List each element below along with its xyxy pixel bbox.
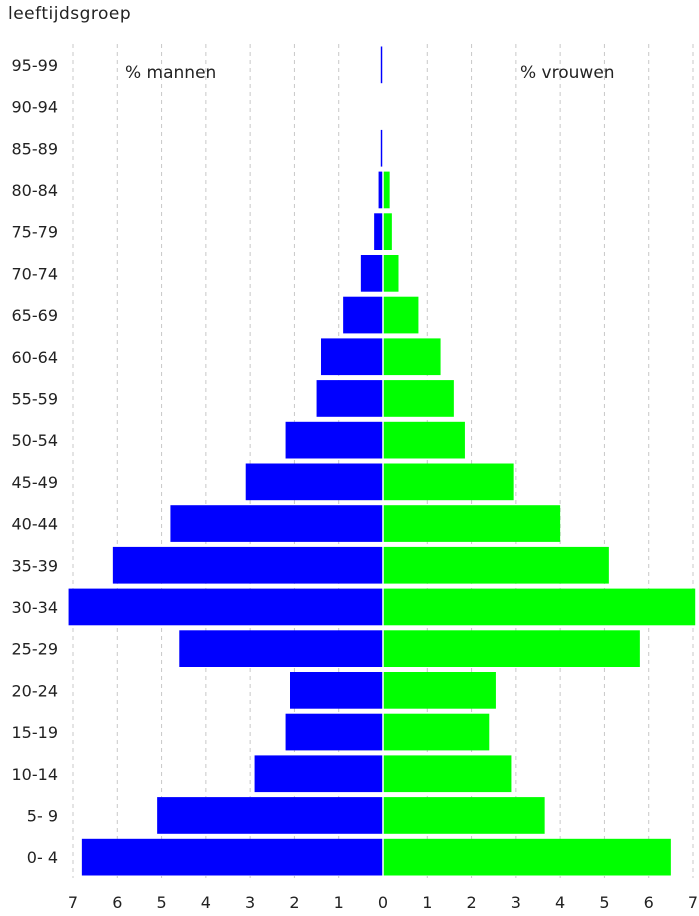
bar-mannen-3 [378,171,383,209]
y-tick-label: 95-99 [12,56,59,75]
y-tick-label: 30-34 [12,598,59,617]
x-tick-label: 5 [156,893,166,912]
x-tick-label: 5 [599,893,609,912]
chart-title: leeftijdsgroep [8,4,132,24]
bar-mannen-4 [374,213,383,250]
bar-vrouwen-18 [383,797,545,834]
bar-vrouwen-19 [383,838,671,876]
bar-vrouwen-14 [383,630,640,667]
bar-vrouwen-4 [383,213,392,250]
y-tick-label: 45-49 [12,473,59,492]
bar-mannen-10 [245,463,383,501]
y-axis-labels: 95-99 90-94 85-89 80-84 75-79 70-74 65-69 60-64… [12,56,59,867]
x-tick-label: 2 [466,893,476,912]
x-tick-label: 6 [112,893,122,912]
bar-mannen-11 [170,505,383,542]
y-tick-label: 40-44 [12,515,59,534]
x-tick-label: 7 [68,893,78,912]
bar-vrouwen-16 [383,713,490,751]
y-tick-label: 10-14 [12,765,59,784]
x-axis-labels: 7 6 5 4 3 2 1 0 1 2 3 4 5 6 7 [68,893,698,912]
x-tick-label: 7 [688,893,698,912]
bar-mannen-16 [285,713,383,751]
bar-vrouwen-15 [383,672,496,709]
bar-mannen-9 [285,421,383,459]
y-tick-label: 85-89 [12,139,59,158]
x-tick-label: 6 [644,893,654,912]
y-tick-label: 25-29 [12,640,59,659]
bars-group [68,44,696,878]
x-tick-label: 4 [201,893,211,912]
y-tick-label: 70-74 [12,264,59,283]
y-tick-label: 55-59 [12,389,59,408]
y-tick-label: 65-69 [12,306,59,325]
bar-vrouwen-11 [383,505,561,542]
bar-mannen-5 [360,255,383,292]
y-tick-label: 75-79 [12,223,59,242]
y-tick-label: 0- 4 [27,848,58,867]
x-tick-label: 2 [289,893,299,912]
y-tick-label: 15-19 [12,723,59,742]
bar-vrouwen-12 [383,546,609,584]
y-tick-label: 80-84 [12,181,59,200]
bar-mannen-18 [157,797,383,834]
bar-vrouwen-8 [383,380,454,417]
x-tick-label: 3 [245,893,255,912]
y-tick-label: 90-94 [12,98,59,117]
x-tick-label: 4 [555,893,565,912]
bar-mannen-14 [179,630,383,667]
bar-vrouwen-13 [383,588,696,626]
grid-lines [72,44,694,878]
y-tick-label: 5- 9 [27,806,58,825]
bar-vrouwen-17 [383,755,512,793]
bar-mannen-15 [290,672,383,709]
bar-vrouwen-7 [383,338,441,376]
bar-mannen-2 [380,129,383,167]
y-tick-label: 20-24 [12,681,59,700]
x-tick-label: 0 [378,893,388,912]
bar-vrouwen-5 [383,255,399,292]
bar-mannen-13 [68,588,384,626]
x-tick-label: 1 [334,893,344,912]
x-tick-label: 3 [511,893,521,912]
bar-mannen-7 [321,338,383,376]
y-tick-label: 50-54 [12,431,59,450]
bar-mannen-12 [112,546,383,584]
bar-mannen-19 [81,838,383,876]
bar-vrouwen-9 [383,421,465,459]
bar-mannen-17 [254,755,383,793]
series-labels: % mannen % vrouwen [125,63,615,83]
bar-mannen-6 [343,296,383,334]
bar-vrouwen-3 [383,171,390,209]
bar-vrouwen-6 [383,296,419,334]
bar-mannen-0 [380,46,383,84]
bar-mannen-8 [316,380,383,417]
y-tick-label: 35-39 [12,556,59,575]
y-tick-label: 60-64 [12,348,59,367]
series-label-vrouwen: % vrouwen [520,63,615,83]
x-tick-label: 1 [422,893,432,912]
series-label-mannen: % mannen [125,63,216,83]
bar-vrouwen-10 [383,463,514,501]
